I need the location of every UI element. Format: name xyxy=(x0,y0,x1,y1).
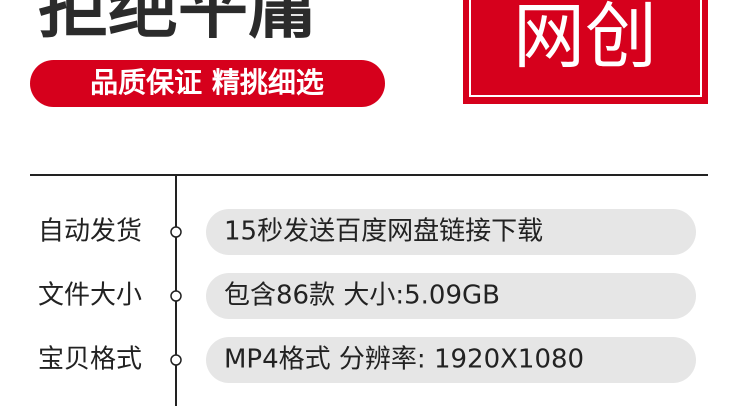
title: 拒绝平庸 xyxy=(38,0,318,48)
brand-frame xyxy=(469,0,702,97)
row-value: MP4格式 分辨率: 1920X1080 xyxy=(224,345,584,375)
value-bg xyxy=(206,273,696,319)
badge-bg xyxy=(30,60,385,107)
value-bg xyxy=(206,337,696,383)
brand: 网创 xyxy=(513,0,657,79)
badge: 品质保证 精挑细选 xyxy=(90,66,324,99)
brand-bg xyxy=(463,0,708,104)
marker xyxy=(170,226,182,238)
row-label: 宝贝格式 xyxy=(38,345,142,375)
row-value: 15秒发送百度网盘链接下载 xyxy=(224,217,543,247)
row-value: 包含86款 大小:5.09GB xyxy=(224,281,500,311)
marker xyxy=(170,290,182,302)
value-bg xyxy=(206,209,696,255)
marker xyxy=(170,354,182,366)
row-label: 自动发货 xyxy=(38,217,142,247)
row-label: 文件大小 xyxy=(38,281,142,311)
